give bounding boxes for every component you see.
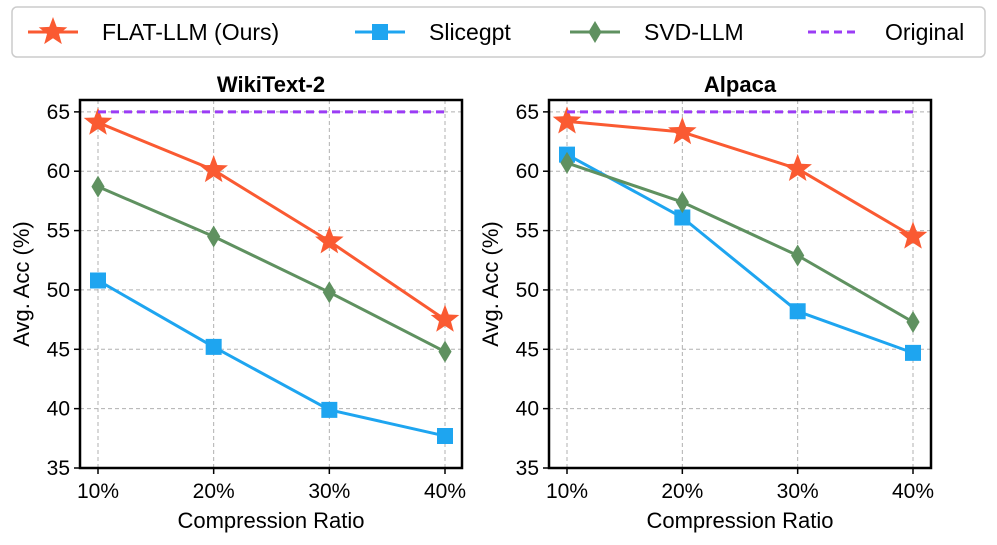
data-point-square (437, 427, 453, 444)
legend-item-svd-llm: SVD-LLM (570, 19, 744, 45)
series-flat-llm-ours (552, 106, 928, 249)
legend-frame (11, 6, 986, 58)
legend-label-slicegpt: Slicegpt (429, 19, 511, 45)
data-point-star (315, 226, 344, 254)
data-point-star (83, 107, 113, 135)
series-line-slicegpt (97, 279, 446, 438)
y-tick-label: 65 (516, 101, 539, 124)
y-tick-label: 45 (47, 338, 70, 361)
data-point-square (674, 209, 691, 226)
x-axis-title: Compression Ratio (177, 508, 364, 533)
data-point-square (321, 401, 338, 418)
legend-item-slicegpt: Slicegpt (355, 19, 511, 45)
data-point-square (205, 338, 222, 355)
legend-label-flat-llm: FLAT-LLM (Ours) (102, 19, 279, 45)
data-point-diamond (791, 244, 805, 267)
x-tick-label: 20% (661, 480, 703, 503)
y-tick-label: 65 (47, 101, 70, 124)
y-axis-title: Avg. Acc (%) (478, 221, 503, 347)
series-line-flat-llm-ours (97, 121, 446, 321)
data-point-star (898, 221, 928, 249)
legend-square-marker (372, 24, 388, 40)
plot-frame (78, 98, 464, 470)
series-svd-llm (91, 175, 452, 363)
y-tick-label: 60 (47, 160, 70, 183)
x-tick-label: 30% (308, 480, 350, 503)
data-point-diamond (207, 225, 221, 248)
legend-star-marker (38, 17, 68, 45)
series-flat-llm-ours (83, 107, 460, 332)
x-tick-label: 20% (193, 480, 235, 503)
series-line-flat-llm-ours (566, 119, 914, 238)
x-tick-label: 40% (424, 480, 466, 503)
legend: FLAT-LLM (Ours) Slicegpt SVD-LLM Origina… (11, 6, 986, 58)
series-line-svd-llm (566, 161, 914, 324)
data-point-square (905, 344, 921, 361)
x-tick-label: 10% (546, 480, 588, 503)
y-tick-label: 35 (516, 457, 539, 480)
x-axis-title: Compression Ratio (646, 508, 833, 533)
x-tick-label: 30% (777, 480, 819, 503)
y-tick-label: 45 (516, 338, 539, 361)
series-slicegpt (90, 272, 453, 444)
y-tick-label: 60 (516, 160, 539, 183)
chart-title: WikiText-2 (217, 72, 325, 97)
series-line-slicegpt (566, 153, 914, 355)
y-tick-label: 50 (47, 279, 70, 302)
legend-label-original: Original (885, 19, 964, 45)
data-point-diamond (91, 175, 105, 198)
data-point-diamond (675, 191, 689, 214)
data-point-square (789, 303, 806, 320)
y-tick-label: 55 (516, 220, 539, 243)
data-point-diamond (438, 340, 452, 363)
data-point-star (668, 117, 697, 145)
y-tick-label: 35 (47, 457, 70, 480)
legend-diamond-marker (588, 21, 602, 43)
legend-label-svd-llm: SVD-LLM (644, 19, 744, 45)
legend-item-flat-llm: FLAT-LLM (Ours) (28, 17, 279, 45)
series-line-svd-llm (97, 185, 446, 353)
y-axis-title: Avg. Acc (%) (9, 221, 34, 347)
series-svd-llm (560, 151, 920, 333)
data-point-star (783, 153, 812, 181)
y-tick-label: 40 (516, 398, 539, 421)
y-tick-label: 50 (516, 279, 539, 302)
y-tick-label: 55 (47, 220, 70, 243)
data-point-diamond (560, 151, 574, 174)
legend-item-original: Original (808, 19, 964, 45)
x-tick-label: 10% (77, 480, 119, 503)
chart-panel-wikitext2: 35 40 45 50 55 60 65 10% 20% 30% 40% WikiText-2 Comp… (9, 72, 466, 533)
x-tick-label: 40% (892, 480, 934, 503)
chart-title: Alpaca (704, 72, 777, 97)
data-point-square (90, 272, 106, 289)
plot-frame (547, 98, 933, 470)
data-point-star (552, 106, 582, 134)
data-point-star (199, 155, 228, 183)
chart-panel-alpaca: 35 40 45 50 55 60 65 10% 20% 30% 40% Alpaca Compress… (478, 72, 934, 533)
y-tick-label: 40 (47, 398, 70, 421)
data-point-diamond (322, 281, 336, 304)
data-point-diamond (906, 310, 920, 333)
data-point-star (430, 304, 460, 332)
